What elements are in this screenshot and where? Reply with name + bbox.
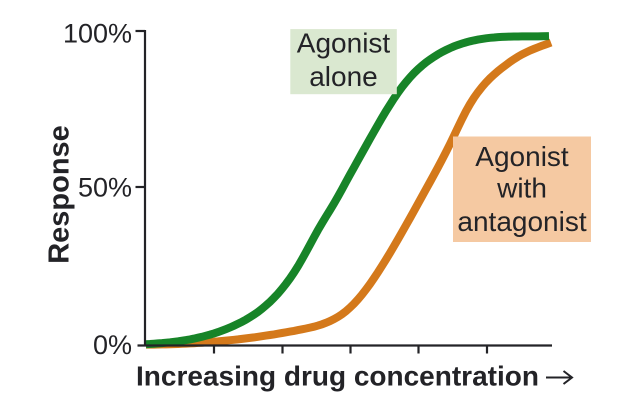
svg-text:50%: 50%: [78, 173, 132, 203]
svg-text:antagonist: antagonist: [457, 206, 586, 237]
svg-text:0%: 0%: [93, 330, 132, 360]
svg-text:with: with: [496, 173, 547, 204]
svg-text:Agonist: Agonist: [297, 28, 391, 59]
svg-text:Response: Response: [44, 125, 76, 264]
svg-text:alone: alone: [309, 61, 378, 92]
svg-text:Increasing drug concentration: Increasing drug concentration: [136, 361, 539, 392]
svg-text:Agonist: Agonist: [475, 141, 569, 172]
svg-text:100%: 100%: [63, 19, 132, 49]
